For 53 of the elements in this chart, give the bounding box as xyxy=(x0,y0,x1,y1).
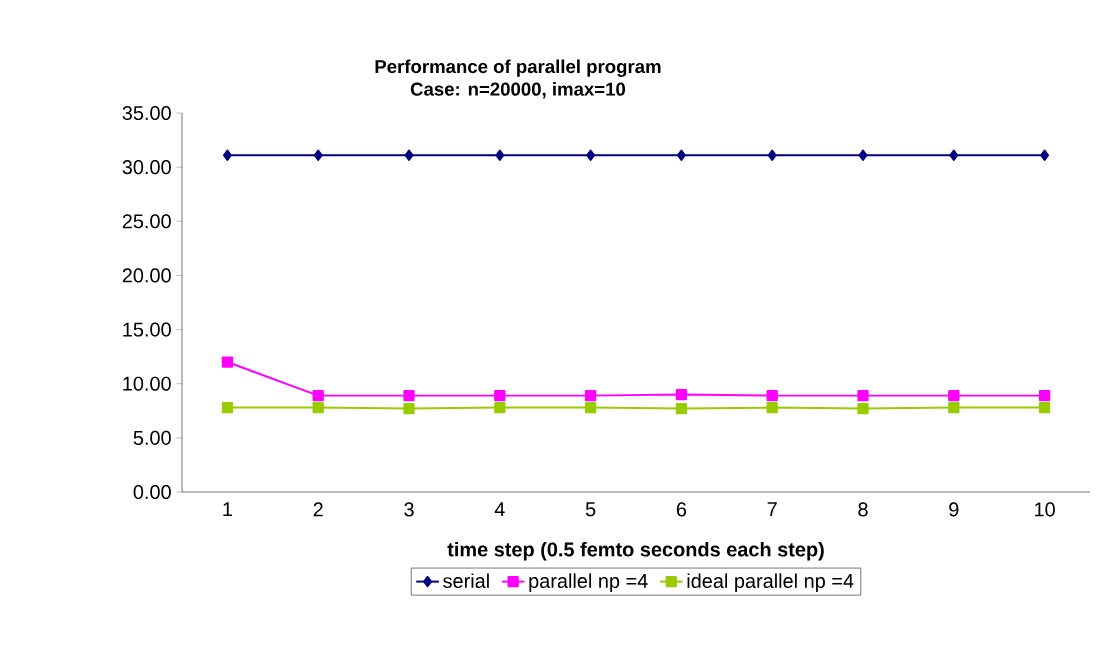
point xyxy=(495,149,505,161)
point xyxy=(494,401,506,414)
point xyxy=(767,149,777,161)
x-tick-label: 5 xyxy=(585,502,596,517)
x-tick-label: 7 xyxy=(767,502,777,517)
x-tick-label: 10 xyxy=(1035,502,1055,517)
y-tick-label: 30.00 xyxy=(122,160,171,175)
y-tick-label: 15.00 xyxy=(123,322,171,337)
y-tick-label: 35.00 xyxy=(122,105,171,121)
x-axis-title: time step (0.5 femto seconds each step) xyxy=(447,541,824,561)
point xyxy=(857,402,869,415)
legend-label: ideal parallel np =4 xyxy=(687,573,854,592)
point xyxy=(586,149,596,161)
legend-label: parallel np =4 xyxy=(529,573,648,592)
x-tick-label: 4 xyxy=(494,502,505,517)
point xyxy=(584,389,597,402)
point xyxy=(403,402,415,415)
point xyxy=(312,401,324,414)
point xyxy=(403,389,415,402)
chart-title: Performance of parallel program Case: n=20000, imax=10 xyxy=(375,59,661,99)
legend-label: serial xyxy=(443,573,489,588)
y-tick-label: 5.00 xyxy=(133,430,171,445)
x-tick-label: 2 xyxy=(313,502,323,517)
y-tick-label: 10.00 xyxy=(123,376,171,391)
x-tick-label: 9 xyxy=(949,502,959,517)
point xyxy=(948,401,960,414)
point xyxy=(221,356,234,368)
point xyxy=(222,149,232,161)
point xyxy=(1038,389,1051,402)
x-tick-label: 3 xyxy=(404,502,414,517)
point xyxy=(404,149,414,161)
point xyxy=(584,401,597,414)
point xyxy=(313,149,323,161)
point xyxy=(494,389,506,402)
y-tick-label: 20.00 xyxy=(122,268,171,283)
point xyxy=(1040,149,1050,161)
point xyxy=(1038,401,1051,414)
point xyxy=(858,149,868,161)
x-tick-label: 6 xyxy=(676,502,687,517)
point xyxy=(766,401,778,414)
point xyxy=(857,389,869,402)
point xyxy=(221,401,234,414)
point xyxy=(675,402,688,415)
point xyxy=(948,389,960,402)
y-tick-label: 25.00 xyxy=(122,214,171,229)
point xyxy=(949,149,959,161)
point xyxy=(675,388,688,401)
point xyxy=(676,149,686,161)
point xyxy=(766,389,778,402)
x-tick-label: 1 xyxy=(223,502,232,517)
y-tick-label: 0.00 xyxy=(133,484,171,500)
x-tick-label: 8 xyxy=(858,502,868,517)
point xyxy=(312,389,324,402)
